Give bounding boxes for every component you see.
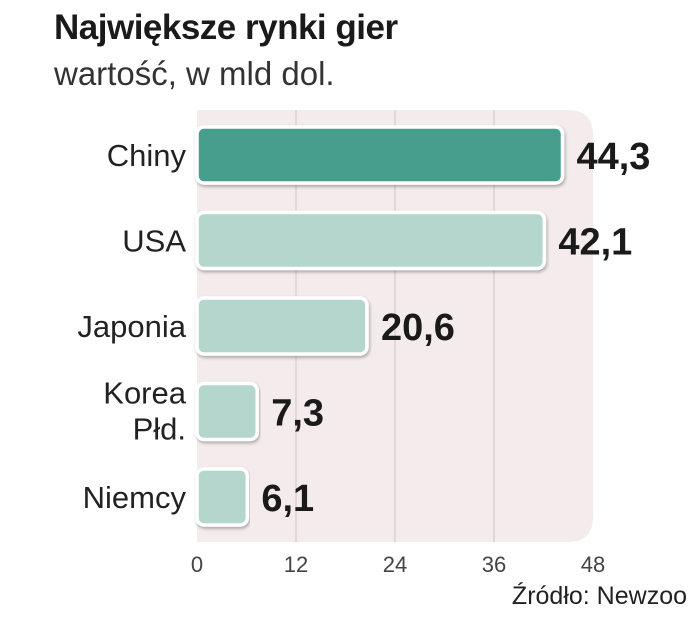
x-tick-label: 48 bbox=[581, 552, 605, 577]
value-label: 42,1 bbox=[558, 222, 632, 264]
category-label: Chiny bbox=[107, 138, 187, 173]
x-tick-label: 12 bbox=[284, 552, 308, 577]
category-label: Płd. bbox=[133, 412, 186, 447]
value-label: 6,1 bbox=[261, 478, 314, 520]
category-label: USA bbox=[122, 224, 186, 259]
category-label: Korea bbox=[103, 376, 186, 411]
x-tick-label: 0 bbox=[191, 552, 203, 577]
bar bbox=[195, 381, 259, 442]
bar bbox=[195, 210, 547, 271]
value-label: 7,3 bbox=[271, 393, 324, 435]
category-label: Niemcy bbox=[83, 480, 187, 515]
source-note: Źródło: Newzoo bbox=[511, 582, 687, 610]
x-tick-label: 36 bbox=[482, 552, 506, 577]
bar bbox=[195, 125, 565, 185]
category-label: Japonia bbox=[77, 309, 186, 344]
chart-title: Największe rynki gier bbox=[54, 8, 398, 47]
bar bbox=[195, 467, 250, 527]
bar bbox=[195, 296, 369, 356]
x-tick-label: 24 bbox=[383, 552, 407, 577]
value-label: 20,6 bbox=[381, 307, 455, 349]
value-label: 44,3 bbox=[576, 136, 650, 178]
chart-subtitle: wartość, w mld dol. bbox=[54, 55, 335, 92]
